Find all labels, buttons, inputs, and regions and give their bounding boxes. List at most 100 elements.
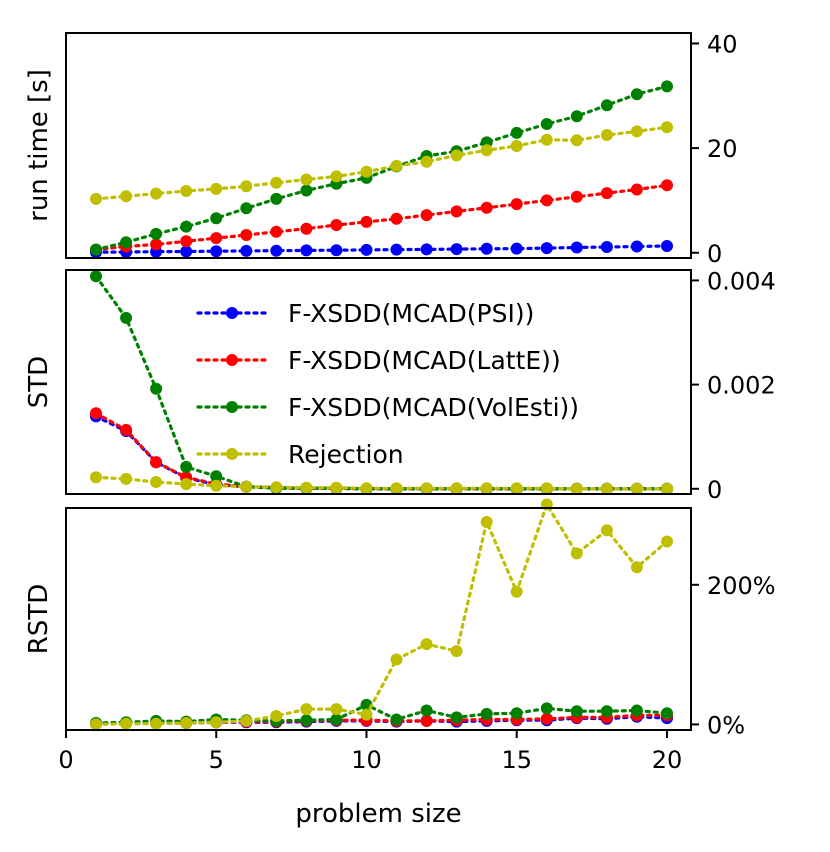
data-point [240,229,253,241]
data-point [210,470,223,483]
data-point [570,705,583,718]
data-point [120,236,133,249]
legend-label: F-XSDD(MCAD(LattE)) [288,346,561,375]
panel-bottom: 0% 200% RSTD 0 5 10 15 20 problem size [24,498,776,829]
data-point [90,270,102,283]
x-tick-label: 0 [58,746,73,774]
y-tick-label: 0.004 [707,267,776,295]
data-point [150,476,163,488]
data-point [360,165,373,178]
data-point [300,244,313,257]
data-point [661,707,673,720]
legend-label: F-XSDD(MCAD(VolEsti)) [288,393,579,422]
data-point [540,702,553,715]
data-point [540,242,553,255]
data-point [360,215,373,228]
data-point [600,99,613,112]
data-point [240,202,253,215]
data-point [661,179,673,192]
data-point [420,243,433,256]
data-point [390,159,403,172]
data-point [480,707,493,720]
x-axis-label: problem size [295,799,461,829]
x-tick-label: 15 [501,746,532,774]
data-point [210,232,223,245]
data-point [300,703,313,716]
legend-label: F-XSDD(MCAD(PSI)) [288,299,534,328]
data-point [90,243,102,256]
data-point [630,183,643,196]
data-point [180,245,193,258]
data-point [150,238,163,251]
plot-frame [65,32,692,259]
data-point [600,524,613,537]
data-point [270,225,283,238]
data-point [90,192,102,205]
data-point [120,190,133,203]
data-point [120,311,133,324]
data-point [630,240,643,253]
data-point [90,471,102,484]
data-point [570,482,583,495]
plot-frame [65,507,692,731]
data-point [570,190,583,203]
data-point [180,460,193,473]
y-axis-label: STD [24,356,54,408]
y-tick-label: 0 [707,476,722,504]
data-point [210,212,223,225]
data-point [480,242,493,255]
data-point [300,222,313,235]
data-point [570,547,583,560]
panel-top: 0 20 40 run time [s] [24,30,738,267]
data-point [390,482,403,495]
data-point [240,244,253,257]
x-tick-label: 5 [209,746,224,774]
data-point [300,481,313,494]
data-point [330,170,343,183]
data-point [450,711,463,724]
data-point [360,482,373,495]
data-point [240,180,253,193]
panel-middle: 00.0020.004STDF-XSDD(MCAD(PSI))F-XSDD(MC… [24,267,776,503]
data-point [420,155,433,168]
data-point [300,184,313,197]
data-point [450,243,463,256]
y-axis-label: RSTD [24,584,54,654]
data-point [150,456,163,469]
series-line-3 [94,500,669,727]
data-point [540,194,553,207]
data-point [540,118,553,130]
data-point [570,134,583,147]
data-point [90,407,102,420]
data-point [150,227,163,240]
data-point [600,129,613,141]
data-point [210,245,223,258]
data-point [600,482,613,495]
data-point [120,472,133,485]
data-point [390,653,403,666]
data-point [661,80,673,93]
data-point [661,240,673,252]
data-point [330,703,343,716]
data-point [90,718,102,731]
chart-panels: 0 20 40 run time [s] 0 0.002 0.004 STD F-XSDD(MC… [24,30,776,829]
y-tick-label: 0.002 [707,372,776,400]
data-point [420,714,433,727]
data-point [540,133,553,146]
data-point [270,176,283,189]
data-point [180,220,193,233]
data-point [600,241,613,253]
data-point [180,478,193,491]
data-point [450,482,463,495]
data-point [330,244,343,257]
data-point [450,149,463,162]
y-tick-label: 40 [707,30,738,58]
legend-swatch-marker [226,307,238,319]
data-point [390,212,403,225]
data-point [390,243,403,256]
data-point [661,535,673,548]
data-point [300,173,313,186]
legend: F-XSDD(MCAD(PSI)) F-XSDD(MCAD(LattE)) F-XS… [196,299,579,469]
data-point [120,717,133,730]
